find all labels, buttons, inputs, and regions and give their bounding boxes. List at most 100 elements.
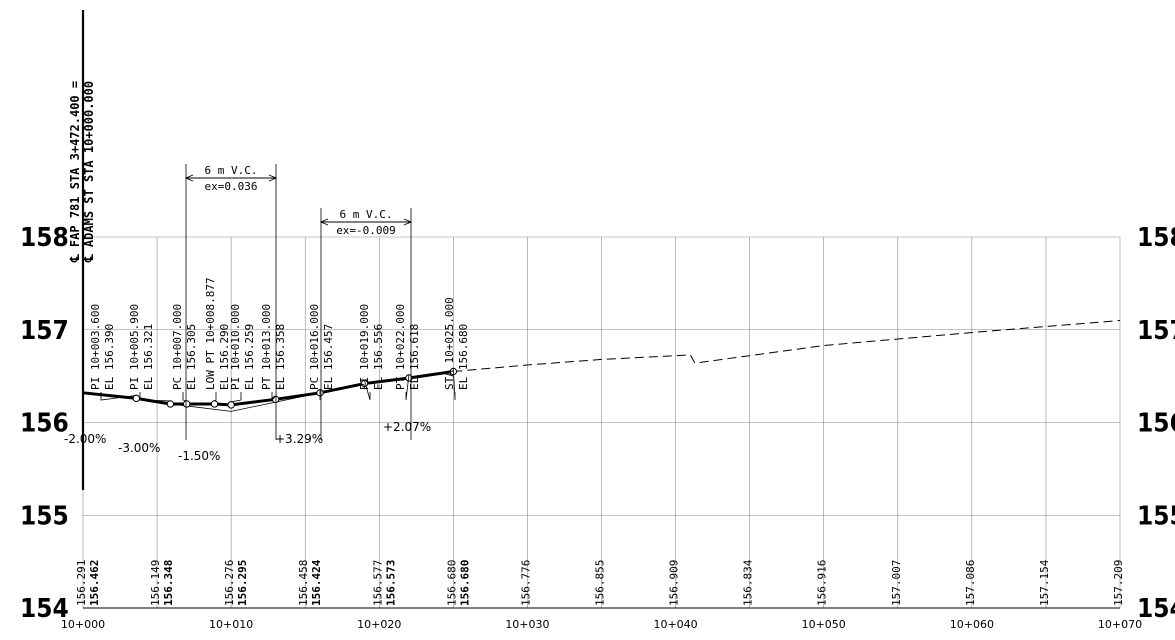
profile-point-marker: [210, 400, 219, 408]
grade-labels: -2.00% -3.00% -1.50% +3.29% +2.07%: [64, 420, 431, 463]
profile-point-marker: [166, 400, 175, 408]
callout-leader: [231, 392, 242, 403]
existing-elevation-value: 156.680: [445, 560, 458, 606]
existing-elevation-value: 156.291: [75, 560, 88, 606]
existing-elevation-value: 156.458: [297, 560, 310, 606]
profile-point-marker: [183, 400, 191, 408]
dimension-arrow: [184, 174, 194, 182]
callout-elevation: EL 156.680: [457, 324, 470, 390]
callout-elevation: EL 156.305: [185, 324, 198, 390]
callout-station: PI 10+010.000: [229, 304, 242, 390]
station-label: 10+040: [653, 618, 697, 631]
elevation-axis-labels: 158 158 157 157 156 156 155 155 154 154: [20, 223, 1175, 624]
elevation-label-right: 154: [1137, 594, 1175, 624]
existing-elevation-value: 156.149: [149, 560, 162, 606]
elevation-label-left: 156: [20, 409, 69, 439]
vertical-curve-annotations: 6 m V.C. ex=0.036 6 m V.C. ex=-0.009: [184, 164, 413, 440]
callout-leader: [271, 392, 276, 401]
dimension-arrow: [268, 174, 278, 182]
elevation-label-right: 157: [1137, 316, 1175, 346]
centerline-reference: ℄ FAP 781 STA 3+472.400 = ℄ ADAMS ST STA…: [68, 10, 96, 490]
existing-elevation-value: 157.086: [964, 560, 977, 606]
dimension-arrow: [403, 218, 413, 226]
callout-elevation: EL 156.390: [103, 324, 116, 390]
profile-point-marker: [271, 395, 280, 404]
existing-elevation-value: 156.276: [223, 560, 236, 606]
elevation-value-rows: 156.291 156.149 156.276 156.458 156.577 156.6…: [75, 559, 1125, 606]
elevation-label-right: 158: [1137, 223, 1175, 253]
station-label: 10+010: [209, 618, 253, 631]
station-label: 10+030: [505, 618, 549, 631]
proposed-elevation-value: 156.348: [162, 560, 175, 606]
proposed-elevation-value: 156.462: [88, 560, 101, 606]
station-label: 10+070: [1098, 618, 1142, 631]
profile-point-marker: [132, 394, 141, 403]
elevation-label-right: 155: [1137, 501, 1175, 531]
existing-ground-profile: [453, 319, 1121, 372]
proposed-elevation-value: 156.295: [236, 560, 249, 606]
callout-station: PT 10+013.000: [260, 304, 273, 390]
callout-leader: [364, 380, 371, 401]
station-axis-labels: 10+000 10+010 10+020 10+030 10+040 10+050 10+0…: [61, 618, 1142, 631]
profile-grid: [82, 236, 1121, 609]
curve-offset-label: ex=-0.009: [336, 224, 396, 237]
elevation-label-right: 156: [1137, 409, 1175, 439]
curve-length-label: 6 m V.C.: [340, 208, 393, 221]
existing-elevation-value: 157.007: [890, 560, 903, 606]
callout-station: PT 10+022.000: [394, 304, 407, 390]
proposed-elevation-value: 156.424: [310, 559, 323, 606]
callout-station: LOW PT 10+008.877: [204, 277, 217, 390]
existing-elevation-value: 156.916: [816, 560, 829, 606]
existing-elevation-value: 156.834: [742, 559, 755, 606]
grade-label: +2.07%: [383, 420, 431, 434]
existing-elevation-value: 157.154: [1038, 559, 1051, 606]
reference-label-line1: ℄ FAP 781 STA 3+472.400 =: [68, 81, 82, 263]
callout-station: PC 10+016.000: [308, 304, 321, 390]
grade-label: +3.29%: [275, 432, 323, 446]
station-label: 10+000: [61, 618, 105, 631]
callout-leader: [139, 392, 171, 402]
station-label: 10+020: [357, 618, 401, 631]
callout-station: PC 10+007.000: [171, 304, 184, 390]
callout-leader: [405, 374, 410, 401]
curve-offset-label: ex=0.036: [205, 180, 258, 193]
callout-elevation: EL 156.358: [274, 324, 287, 390]
callout-leader: [214, 392, 217, 402]
curve-length-label: 6 m V.C.: [205, 164, 258, 177]
station-label: 10+060: [950, 618, 994, 631]
elevation-label-left: 155: [20, 501, 69, 531]
elevation-label-left: 158: [20, 223, 69, 253]
proposed-elevation-value: 156.573: [384, 560, 397, 606]
callout-station: PI 10+003.600: [89, 304, 102, 390]
profile-point-marker: [227, 401, 235, 409]
grade-label: -2.00%: [64, 432, 106, 446]
existing-elevation-value: 157.209: [1112, 560, 1125, 606]
station-label: 10+050: [802, 618, 846, 631]
callout-elevation: EL 156.290: [218, 324, 231, 390]
elevation-label-left: 154: [20, 594, 69, 624]
callout-station: PI 10+019.000: [358, 304, 371, 390]
callout-leader: [182, 392, 187, 402]
grade-label: -3.00%: [118, 441, 160, 455]
existing-elevation-value: 156.909: [668, 560, 681, 606]
callout-elevation: EL 156.457: [322, 324, 335, 390]
callout-station: STA 10+025.000: [443, 297, 456, 390]
reference-label-line2: ℄ ADAMS ST STA 10+000.000: [82, 81, 96, 263]
existing-ground-line: [453, 319, 1121, 372]
proposed-elevation-value: 156.680: [458, 560, 471, 606]
callout-elevation: EL 156.556: [372, 324, 385, 390]
callout-elevation: EL 156.259: [243, 324, 256, 390]
callout-leader: [452, 368, 456, 401]
callout-leader: [100, 392, 137, 401]
existing-elevation-value: 156.577: [371, 560, 384, 606]
elevation-label-left: 157: [20, 316, 69, 346]
existing-elevation-value: 156.855: [594, 560, 607, 606]
proposed-grade-profile: [82, 367, 458, 412]
callout-elevation: EL 156.321: [142, 324, 155, 390]
callout-elevation: EL 156.618: [408, 324, 421, 390]
grade-label: -1.50%: [178, 449, 220, 463]
existing-elevation-value: 156.776: [519, 560, 532, 606]
dimension-arrow: [319, 218, 329, 226]
station-callouts: PI 10+003.600 EL 156.390 PI 10+005.900 EL 1…: [89, 277, 470, 403]
